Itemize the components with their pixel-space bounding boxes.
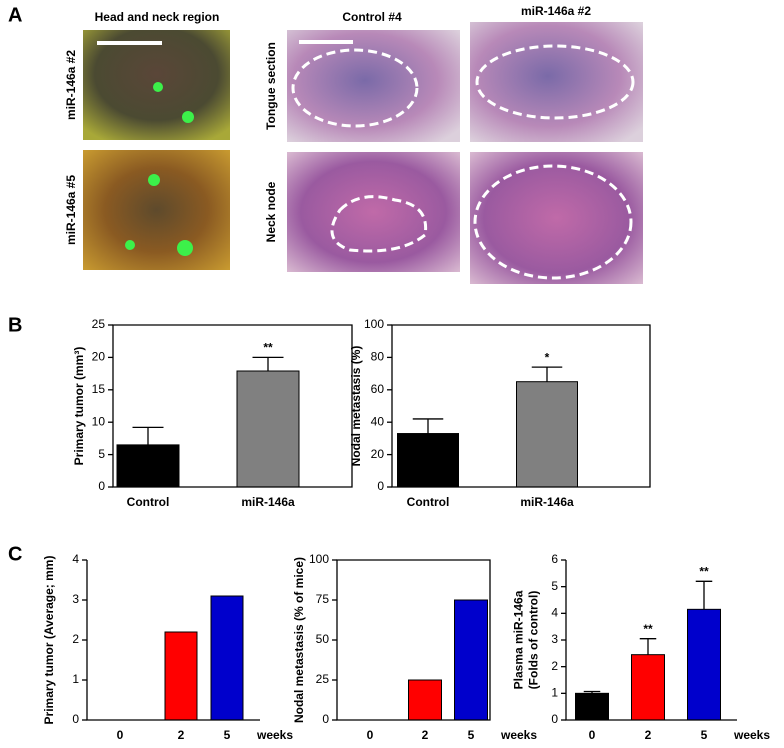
x-tick-label: 0	[117, 728, 124, 742]
x-tick-label: 2	[645, 728, 652, 742]
image-fluorescence	[83, 30, 230, 140]
column-title: miR-146a #2	[521, 4, 591, 18]
y-tick-label: 20	[371, 447, 385, 461]
y-tick-label: 75	[316, 592, 330, 606]
y-tick-label: 1	[72, 672, 79, 686]
x-tick-label: miR-146a	[241, 495, 295, 509]
x-tick-label: 2	[422, 728, 429, 742]
y-axis-label: Plasma miR-146a	[512, 590, 526, 689]
image-histology	[287, 152, 460, 272]
error-bar	[695, 580, 713, 610]
y-tick-label: 0	[377, 479, 384, 493]
y-tick-label: 50	[316, 632, 330, 646]
panel-label: A	[8, 4, 22, 26]
y-tick-label: 80	[371, 350, 385, 364]
error-bar	[639, 638, 657, 655]
bar	[454, 599, 488, 721]
y-tick-label: 15	[92, 382, 106, 396]
x-tick-label: Control	[407, 495, 450, 509]
y-tick-label: 0	[98, 479, 105, 493]
error-bar	[412, 418, 444, 434]
y-tick-label: 40	[371, 414, 385, 428]
row-label: miR-146a #5	[64, 175, 78, 245]
row-label: Neck node	[264, 181, 278, 242]
image-histology	[470, 22, 643, 142]
axis-frame	[565, 560, 737, 721]
bar	[236, 370, 300, 488]
x-tick-label: Control	[127, 495, 170, 509]
y-tick-label: 100	[309, 552, 329, 566]
image-histology	[287, 30, 460, 142]
y-tick-label: 100	[364, 317, 384, 331]
error-bar	[132, 426, 164, 445]
x-tick-label: 5	[701, 728, 708, 742]
y-tick-label: 2	[72, 632, 79, 646]
x-axis-label: weeks	[500, 728, 537, 742]
y-tick-label: 6	[551, 552, 558, 566]
y-tick-label: 5	[98, 447, 105, 461]
significance: **	[699, 565, 709, 579]
x-tick-label: 0	[589, 728, 596, 742]
y-tick-label: 5	[551, 579, 558, 593]
row-label: miR-146a #2	[64, 50, 78, 120]
significance: **	[263, 341, 273, 355]
bar	[164, 631, 198, 721]
significance: *	[545, 350, 550, 364]
y-axis-label: Nodal metastasis (%)	[349, 346, 363, 467]
significance: **	[643, 622, 653, 636]
bar	[210, 595, 244, 721]
y-tick-label: 3	[72, 592, 79, 606]
image-histology	[470, 152, 643, 284]
x-tick-label: 5	[468, 728, 475, 742]
y-tick-label: 4	[551, 606, 558, 620]
y-tick-label: 3	[551, 632, 558, 646]
y-tick-label: 25	[92, 317, 106, 331]
x-axis-label: weeks	[733, 728, 770, 742]
x-tick-label: 2	[178, 728, 185, 742]
y-tick-label: 0	[72, 712, 79, 726]
bar	[516, 381, 578, 488]
y-axis-label: Nodal metastasis (% of mice)	[292, 557, 306, 723]
bar	[687, 608, 721, 721]
y-axis-label: Primary tumor (mm³)	[72, 347, 86, 466]
x-tick-label: miR-146a	[520, 495, 574, 509]
axis-frame	[391, 324, 651, 488]
x-tick-label: 0	[367, 728, 374, 742]
panel-label: C	[8, 543, 22, 565]
panel-label: B	[8, 314, 22, 336]
bar	[631, 654, 665, 721]
bar	[575, 692, 609, 721]
axis-frame	[336, 559, 491, 721]
column-title: Control #4	[342, 10, 402, 24]
image-fluorescence	[83, 150, 230, 270]
y-tick-label: 0	[322, 712, 329, 726]
y-tick-label: 60	[371, 382, 385, 396]
error-bar	[531, 366, 563, 382]
y-tick-label: 20	[92, 350, 106, 364]
axis-frame	[86, 560, 260, 721]
axis-frame	[112, 324, 353, 488]
bar	[116, 444, 180, 488]
bar	[408, 679, 442, 721]
y-tick-label: 25	[316, 672, 330, 686]
x-axis-label: weeks	[256, 728, 293, 742]
y-axis-label: Primary tumor (Average; mm)	[42, 556, 56, 725]
y-tick-label: 1	[551, 686, 558, 700]
error-bar	[583, 690, 601, 694]
x-tick-label: 5	[224, 728, 231, 742]
error-bar	[252, 356, 284, 372]
row-label: Tongue section	[264, 42, 278, 130]
bar	[397, 433, 459, 488]
y-tick-label: 0	[551, 712, 558, 726]
y-axis-label: (Folds of control)	[527, 591, 541, 690]
y-tick-label: 4	[72, 552, 79, 566]
column-title: Head and neck region	[95, 10, 220, 24]
y-tick-label: 2	[551, 659, 558, 673]
y-tick-label: 10	[92, 414, 106, 428]
